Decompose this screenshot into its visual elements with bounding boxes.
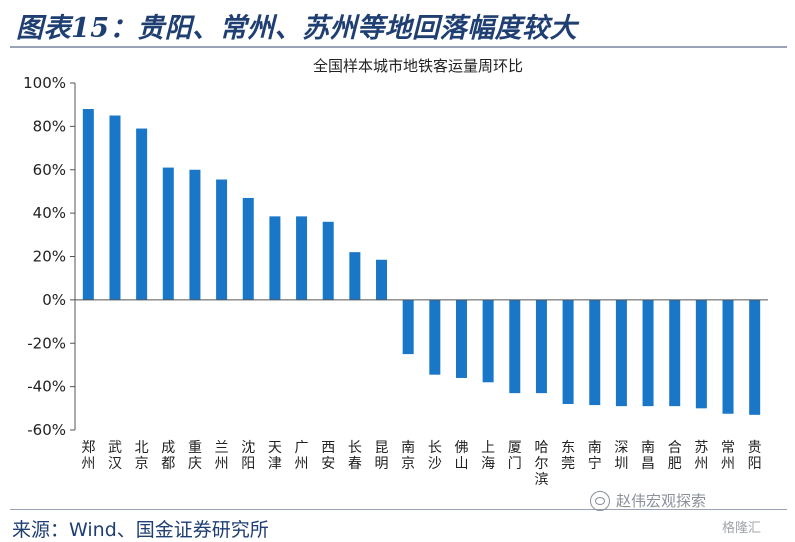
- source-note: 来源：Wind、国金证券研究所: [12, 519, 269, 541]
- chart-title: 全国样本城市地铁客运量周环比: [313, 57, 523, 75]
- bar-上海: [482, 299, 494, 383]
- x-tick-label: 东莞: [561, 440, 575, 472]
- bar-天津: [269, 216, 281, 300]
- x-tick-label: 南京: [401, 440, 415, 472]
- bar-佛山: [455, 299, 467, 378]
- x-tick-label: 深圳: [614, 440, 628, 472]
- y-tick-label: 20%: [33, 248, 66, 266]
- bar-沈阳: [242, 197, 254, 300]
- x-tick-label: 长沙: [428, 440, 442, 472]
- x-tick-label: 北京: [135, 440, 149, 472]
- bar-西安: [322, 221, 334, 300]
- bar-厦门: [509, 299, 521, 394]
- y-tick-label: 60%: [33, 161, 66, 179]
- x-tick-label: 苏州: [694, 440, 708, 472]
- bar-长春: [349, 252, 361, 300]
- bar-长沙: [429, 299, 441, 375]
- x-tick-label: 佛山: [454, 440, 468, 472]
- y-tick-label: 80%: [33, 117, 66, 135]
- x-tick-label: 郑州: [81, 440, 95, 472]
- bar-深圳: [615, 299, 627, 407]
- x-tick-label: 西安: [321, 440, 335, 472]
- bar-郑州: [82, 109, 94, 300]
- x-tick-label: 昆明: [375, 440, 389, 472]
- bar-重庆: [189, 169, 201, 300]
- watermark: 赵伟宏观探索: [590, 490, 706, 511]
- watermark-secondary: 格隆汇: [722, 521, 762, 536]
- y-tick-label: -40%: [27, 378, 66, 396]
- bar-合肥: [669, 299, 681, 407]
- x-tick-label: 天津: [268, 440, 282, 472]
- x-tick-label: 重庆: [188, 440, 202, 472]
- bar-贵阳: [749, 299, 761, 415]
- title-divider: [10, 46, 787, 48]
- x-tick-label: 武汉: [108, 440, 122, 472]
- y-axis-ticks: 100% 80% 60% 40% 20% 0% -20% -40% -60%: [23, 74, 75, 439]
- y-tick-label: 0%: [42, 291, 66, 309]
- bar-广州: [296, 216, 308, 300]
- x-tick-label: 合肥: [668, 440, 682, 472]
- y-tick-label: -60%: [27, 421, 66, 439]
- watermark-text: 赵伟宏观探索: [616, 492, 707, 510]
- bar-东莞: [562, 299, 574, 404]
- bar-昆明: [376, 259, 388, 300]
- bar-苏州: [695, 299, 707, 409]
- x-tick-label: 长春: [348, 440, 362, 472]
- source-divider: [10, 509, 787, 510]
- bar-chart: 全国样本城市地铁客运量周环比 100% 80% 60% 40% 20% 0% -20% -40…: [23, 57, 768, 488]
- figure-title: 图表15：贵阳、常州、苏州等地回落幅度较大: [16, 13, 578, 44]
- bar-成都: [162, 167, 174, 300]
- x-tick-label: 哈尔滨: [534, 440, 548, 488]
- bar-南昌: [642, 299, 654, 407]
- bar-北京: [136, 128, 148, 300]
- y-tick-label: 40%: [33, 204, 66, 222]
- bar-常州: [722, 299, 734, 414]
- x-tick-label: 广州: [295, 440, 309, 472]
- x-tick-label: 兰州: [215, 440, 229, 472]
- bar-武汉: [109, 115, 121, 300]
- x-tick-label: 上海: [481, 440, 495, 472]
- x-tick-label: 贵阳: [748, 440, 762, 472]
- x-tick-label: 成都: [161, 440, 175, 472]
- y-tick-label: -20%: [27, 334, 66, 352]
- x-tick-label: 南宁: [588, 440, 602, 472]
- bar-南京: [402, 299, 414, 355]
- y-tick-label: 100%: [23, 74, 66, 92]
- x-axis-labels: 郑州武汉北京成都重庆兰州沈阳天津广州西安长春昆明南京长沙佛山上海厦门哈尔滨东莞南…: [81, 440, 761, 488]
- bar-哈尔滨: [535, 299, 547, 394]
- x-tick-label: 沈阳: [241, 440, 255, 472]
- bar-南宁: [589, 299, 601, 406]
- bar-兰州: [216, 179, 228, 300]
- x-tick-label: 常州: [721, 440, 735, 472]
- x-tick-label: 厦门: [508, 440, 522, 472]
- wechat-icon: [590, 490, 610, 511]
- x-tick-label: 南昌: [641, 440, 655, 472]
- bars-group: [82, 109, 761, 415]
